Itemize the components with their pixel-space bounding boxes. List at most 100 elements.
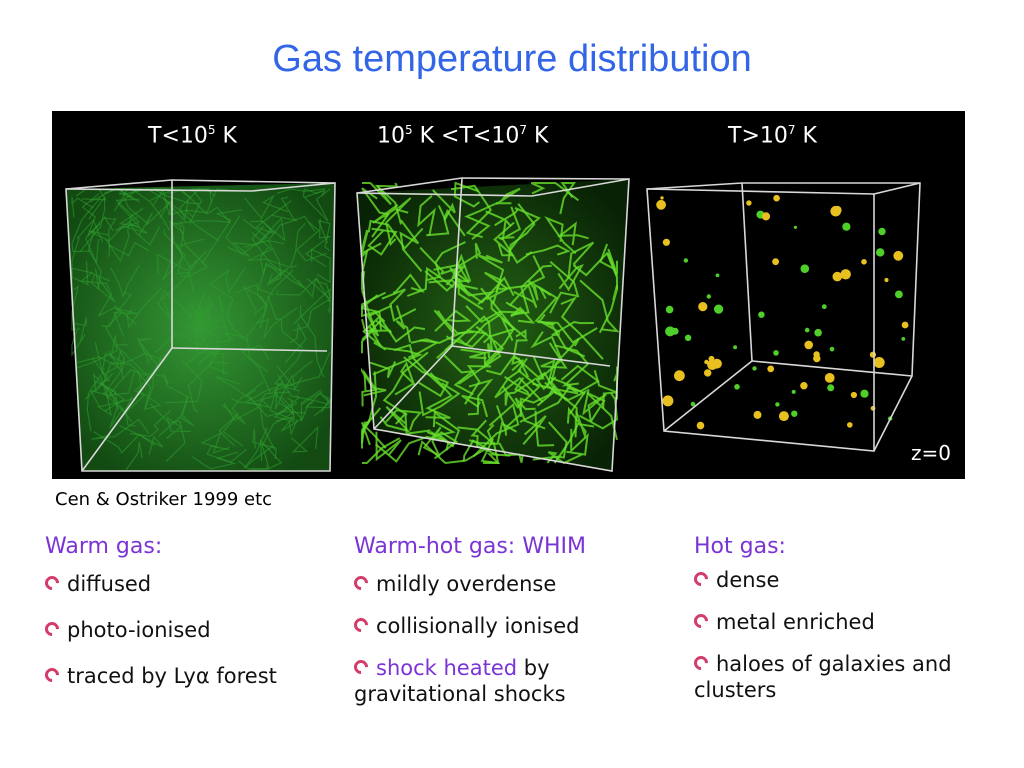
gas-filament (108, 241, 150, 258)
gas-filament (121, 390, 145, 418)
gas-filament (271, 196, 299, 222)
gas-filament (586, 391, 618, 441)
simulation-figure: T<105 K 105 K <T<107 K T>107 K (52, 111, 965, 479)
gas-filament (104, 344, 129, 394)
gas-filament (273, 349, 303, 387)
gas-filament (361, 318, 426, 343)
gas-filament (242, 285, 268, 329)
gas-filament (117, 202, 144, 228)
gas-filament (218, 413, 244, 447)
gas-filament (130, 364, 162, 411)
gas-filament (244, 386, 277, 409)
gas-clump (662, 238, 671, 246)
gas-clump (793, 225, 798, 229)
gas-filament (501, 317, 527, 342)
gas-filament (498, 206, 522, 241)
gas-clump (813, 351, 820, 358)
gas-filament (165, 416, 191, 439)
gas-filament (495, 405, 522, 436)
gas-filament (244, 239, 282, 284)
highlight-text: shock heated (376, 656, 518, 680)
gas-filament (531, 382, 586, 395)
gas-filament (101, 291, 132, 327)
gas-filament (485, 208, 519, 227)
gas-filament (162, 373, 195, 427)
gas-filament (460, 339, 505, 369)
gas-filament (226, 229, 273, 258)
gas-filament (185, 206, 231, 224)
gas-clump (893, 250, 904, 261)
gas-clump (821, 304, 827, 310)
gas-filament (266, 267, 289, 286)
gas-clump (829, 346, 835, 352)
spiral-bullet-icon (691, 611, 711, 631)
gas-filament (464, 201, 499, 240)
gas-filament (103, 217, 117, 249)
gas-clump (746, 200, 752, 206)
slide-title: Gas temperature distribution (272, 38, 752, 80)
gas-filament (485, 356, 530, 378)
gas-filament (566, 406, 587, 439)
gas-filament (105, 305, 137, 347)
gas-filament (532, 421, 568, 461)
panel-label-hot: T>107 K (728, 123, 817, 149)
gas-filament (237, 460, 268, 470)
gas-filament (385, 197, 412, 247)
gas-filament (557, 221, 589, 246)
gas-clump (878, 227, 886, 236)
gas-clump (842, 222, 851, 231)
gas-filament (361, 367, 387, 397)
gas-filament (560, 296, 604, 360)
gas-filament (360, 229, 382, 256)
gas-filament (307, 278, 331, 299)
gas-filament (527, 279, 552, 301)
gas-filament (275, 395, 303, 432)
gas-filament (79, 195, 106, 252)
gas-filament (160, 289, 204, 318)
column-hot-gas: Hot gas: dense metal enriched haloes of … (691, 534, 994, 723)
gas-filament (292, 360, 314, 391)
gas-filament (276, 188, 326, 197)
gas-clump (662, 398, 667, 402)
gas-filament (557, 263, 584, 292)
gas-clump (861, 259, 867, 265)
gas-clump (704, 369, 712, 377)
gas-clump (660, 196, 664, 200)
gas-clump (714, 304, 724, 314)
gas-clump (698, 302, 708, 312)
gas-filament (178, 244, 209, 278)
gas-filament (284, 322, 307, 364)
gas-filament (275, 416, 298, 437)
gas-filament (163, 198, 220, 242)
gas-filament (86, 374, 109, 432)
gas-clump (683, 258, 689, 263)
gas-clump (690, 401, 696, 407)
gas-filament (493, 221, 515, 257)
gas-filament (382, 351, 429, 416)
gas-filament (289, 222, 306, 269)
gas-filament (223, 391, 290, 421)
gas-filament (522, 415, 547, 446)
gas-filament (507, 203, 536, 262)
gas-clump (800, 382, 808, 390)
gas-clump (876, 248, 885, 257)
gas-clump (767, 365, 775, 373)
gas-filament (156, 260, 199, 322)
gas-filament (367, 219, 424, 250)
gas-filament (598, 284, 618, 334)
gas-filament (536, 389, 589, 415)
gas-filament (85, 216, 114, 264)
gas-filament (293, 287, 331, 325)
spiral-bullet-icon (42, 573, 62, 593)
gas-filament (369, 361, 396, 379)
gas-clump (869, 351, 877, 358)
gas-filament (163, 220, 185, 251)
gas-filament (549, 260, 580, 314)
gas-filament (75, 334, 118, 369)
gas-filament (514, 397, 546, 430)
gas-filament (461, 394, 489, 418)
gas-filament (361, 289, 382, 347)
gas-filament (551, 320, 594, 337)
gas-filament (126, 286, 164, 330)
gas-filament (98, 307, 138, 338)
